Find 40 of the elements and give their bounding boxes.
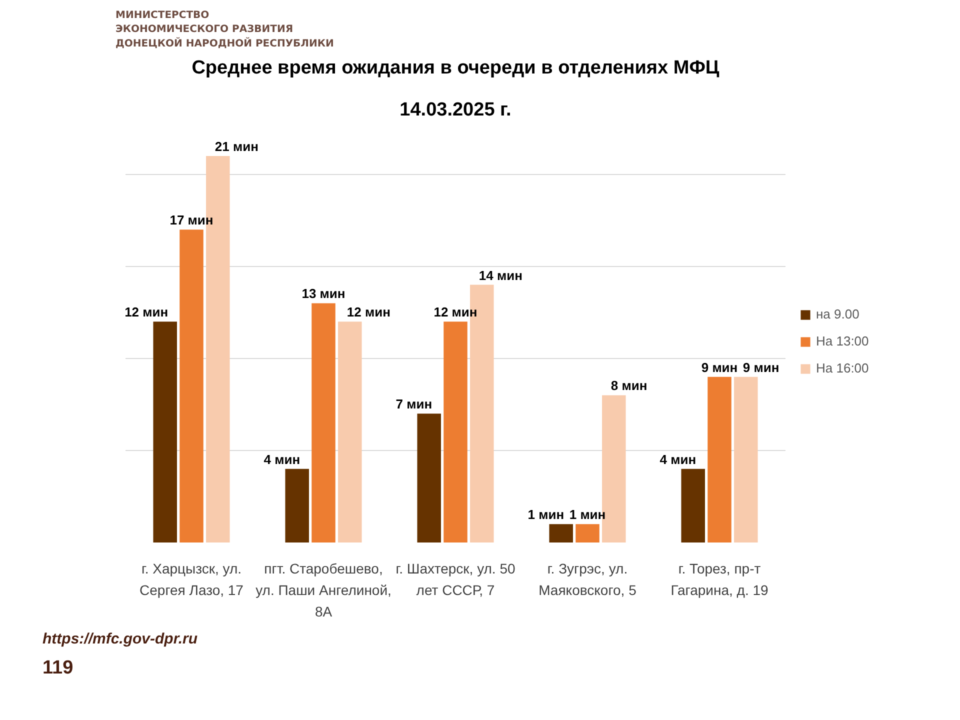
text: МИНИСТЕРСТВО ЭКОНОМИЧЕСКОГО РАЗВИТИЯ ДОНЕЦКОЙ НАРОДНОЙ РЕСПУБЛИКИ (116, 10, 334, 50)
x-tick-label: г. Шахтерск, ул. 50 лет СССР, 7 (396, 560, 516, 598)
data-label: 7 мин (396, 396, 432, 412)
x-tick-label: г. Торез, пр-т Гагарина, д. 19 (670, 560, 769, 598)
bar (734, 376, 758, 542)
bar (312, 303, 336, 542)
data-label: 12 мин (434, 304, 478, 320)
bar (338, 322, 362, 542)
data-label: 13 мин (302, 286, 346, 302)
bar (708, 376, 732, 542)
legend-label: на 9.00 (816, 306, 860, 322)
bar (444, 322, 468, 542)
data-label: 21 мин (214, 138, 258, 154)
bar (285, 468, 309, 542)
bar (576, 524, 600, 542)
x-tick-label: г. Харцызск, ул. Сергея Лазо, 17 (140, 560, 244, 598)
data-label: 1 мин (569, 507, 606, 522)
data-label: 14 мин (478, 268, 522, 283)
data-label: 9 мин (742, 360, 780, 375)
data-label: 12 мин (124, 304, 168, 320)
bar (180, 230, 204, 542)
data-label: 1 мин (528, 507, 564, 522)
chart-title: Среднее время ожидания в очереди в отделениях МФЦ (192, 58, 720, 78)
bar (549, 524, 573, 542)
bar (417, 414, 441, 542)
bar (153, 322, 177, 542)
data-label: 4 мин (660, 452, 696, 467)
chart-subtitle: 14.03.2025 г. (400, 100, 512, 120)
data-label: 17 мин (170, 212, 214, 228)
text: https://mfc.gov-dpr.ru (42, 630, 198, 648)
legend-label: На 16:00 (816, 360, 869, 376)
data-label: 12 мин (346, 304, 390, 320)
x-tick-label: г. Зугрэс, ул. Маяковского, 5 (538, 560, 637, 598)
text: 119 (42, 658, 74, 678)
bar (681, 468, 705, 542)
data-label: 8 мин (610, 378, 648, 394)
data-label: 9 мин (701, 360, 738, 375)
data-label: 4 мин (264, 452, 300, 467)
legend-label: На 13:00 (816, 334, 869, 348)
x-tick-label: пгт. Старобешево, ул. Паши Ангелиной, 8А (256, 560, 392, 620)
